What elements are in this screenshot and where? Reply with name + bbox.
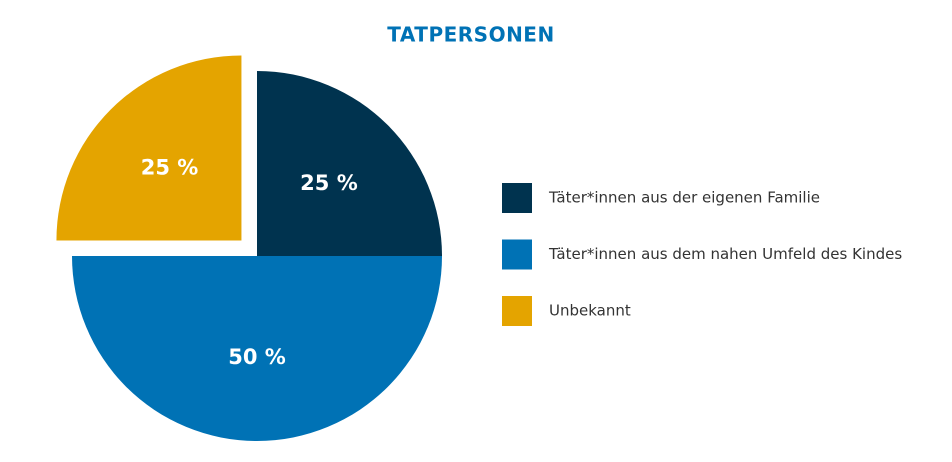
legend-label: Täter*innen aus der eigenen Familie (548, 189, 820, 207)
legend-swatch (502, 239, 532, 270)
value-label: 25 % (300, 171, 358, 195)
legend-label: Unbekannt (549, 302, 631, 320)
chart-title: TATPERSONEN (387, 23, 554, 47)
pie-slice (56, 55, 242, 241)
value-label: 25 % (141, 155, 199, 179)
legend-swatch (502, 183, 532, 213)
legend-label: Täter*innen aus dem nahen Umfeld des Kin… (548, 245, 902, 263)
legend-swatch (502, 296, 532, 326)
pie-slice (257, 71, 442, 256)
pie-slice (72, 256, 442, 441)
value-label: 50 % (228, 345, 286, 369)
